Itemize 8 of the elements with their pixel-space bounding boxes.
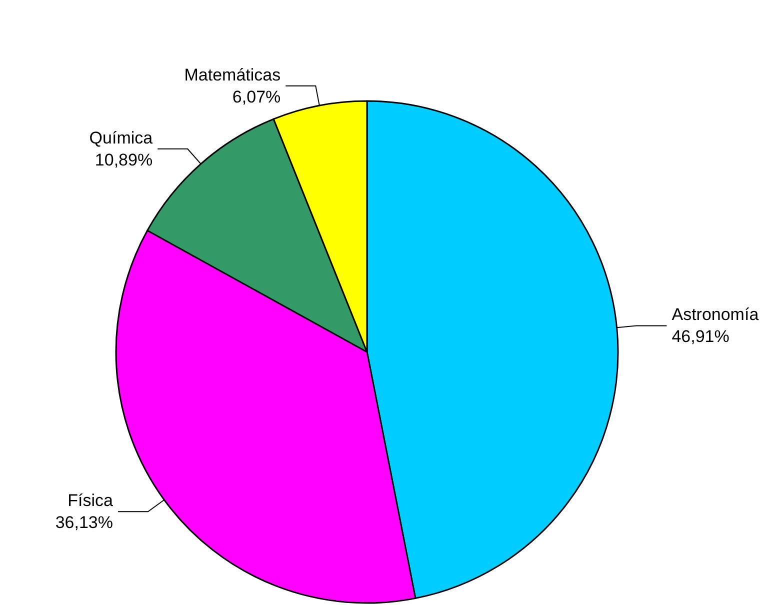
- data-label: 46,91%: [672, 327, 730, 346]
- slice-label: Química: [89, 128, 154, 148]
- slice-label: Astronomía: [672, 305, 760, 324]
- data-label: 10,89%: [94, 150, 153, 170]
- slice-label: Física: [68, 491, 114, 510]
- data-label: 36,13%: [55, 513, 114, 532]
- data-label: 6,07%: [232, 87, 281, 106]
- slice-label: Matemáticas: [184, 65, 281, 84]
